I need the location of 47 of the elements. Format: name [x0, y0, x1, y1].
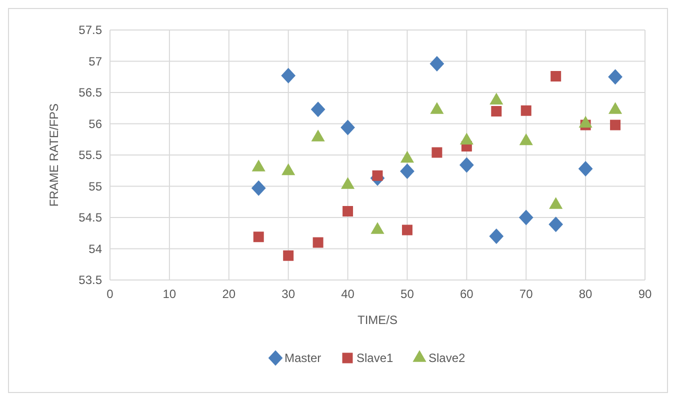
point	[489, 228, 504, 244]
x-tick-label: 90	[638, 287, 652, 301]
legend-label: Master	[284, 351, 322, 366]
point	[550, 71, 562, 82]
y-axis-title: FRAME RATE/FPS	[47, 103, 61, 207]
x-tick-label: 60	[460, 287, 474, 301]
x-axis-title: TIME/S	[357, 313, 398, 327]
x-tick-label: 10	[162, 287, 176, 301]
point	[491, 106, 502, 116]
y-tick-label: 57	[88, 54, 102, 68]
point	[608, 69, 622, 85]
point	[283, 250, 294, 261]
point	[400, 163, 414, 180]
y-tick-label: 57.5	[78, 23, 102, 38]
point	[578, 160, 593, 177]
x-tick-label: 0	[106, 287, 114, 301]
point	[402, 224, 412, 236]
point	[253, 232, 264, 242]
x-tick-label: 50	[400, 287, 414, 301]
point	[432, 147, 442, 158]
point	[310, 102, 326, 118]
point	[518, 210, 534, 226]
x-tick-label: 40	[341, 287, 355, 301]
y-tick-label: 54.5	[78, 210, 102, 225]
point	[459, 157, 474, 173]
y-tick-label: 54	[88, 242, 102, 256]
x-tick-label: 30	[282, 287, 296, 301]
point	[548, 216, 564, 232]
y-tick-label: 55	[88, 179, 102, 194]
x-tick-label: 80	[578, 287, 593, 301]
y-tick-label: 56.5	[78, 86, 102, 100]
point	[251, 180, 266, 196]
point	[281, 68, 296, 84]
x-tick-label: 70	[519, 287, 534, 301]
legend-label: Slave1	[356, 351, 394, 366]
x-tick-label: 20	[222, 287, 236, 301]
point	[340, 120, 355, 136]
legend-label: Slave2	[428, 351, 466, 366]
point	[372, 170, 383, 181]
point	[430, 56, 444, 72]
y-tick-label: 56	[88, 116, 102, 131]
point	[342, 206, 354, 216]
point	[610, 120, 621, 130]
point	[312, 237, 324, 248]
y-tick-label: 55.5	[78, 148, 102, 162]
y-tick-label: 53.5	[78, 273, 102, 288]
point	[520, 105, 532, 116]
